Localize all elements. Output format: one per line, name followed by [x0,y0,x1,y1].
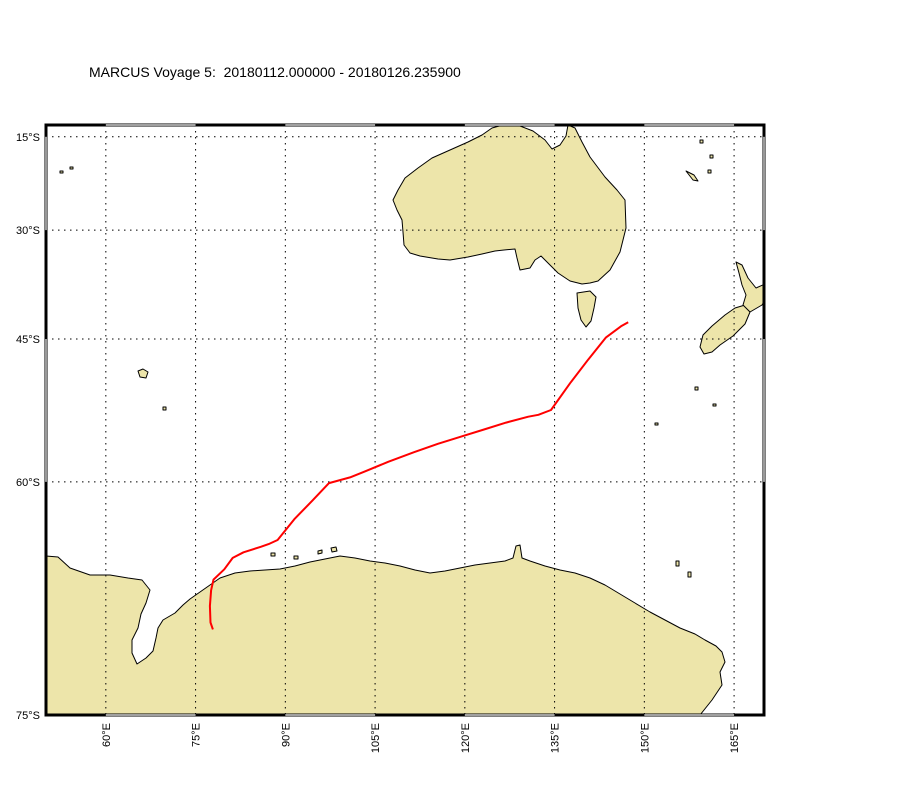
tick-labels: 15°S 30°S 45°S 60°S 75°S 60°E 75°E 90°E 105°E 120… [16,132,741,753]
latitude-tick-label: 15°S [16,132,40,144]
latitude-tick-label: 60°S [16,477,40,489]
longitude-tick-label: 120°E [460,723,472,753]
small-island [162,406,167,411]
antarctica-landmass [46,544,726,715]
map-title: MARCUS Voyage 5: 20180112.000000 - 20180… [89,64,461,80]
longitude-tick-label: 135°E [550,723,562,753]
australia-landmass [392,125,627,285]
small-island [675,560,680,567]
small-island [317,549,323,555]
kerguelen-island [137,368,149,379]
longitude-tick-label: 60°E [101,723,113,747]
small-island [69,166,74,170]
voyage-track-line [208,321,629,630]
small-island [270,552,276,557]
small-island [685,170,699,182]
longitude-tick-label: 90°E [280,723,292,747]
latitude-tick-label: 30°S [16,225,40,237]
longitude-tick-label: 105°E [370,723,382,753]
small-island [709,154,714,159]
graticule [46,125,764,715]
new-zealand-north-island [735,261,764,313]
latitude-tick-label: 45°S [16,334,40,346]
longitude-tick-label: 150°E [639,723,651,753]
tasmania-landmass [576,290,597,328]
new-zealand-south-island [699,304,751,355]
small-island [694,386,699,391]
longitude-tick-label: 165°E [729,723,741,753]
small-island [59,170,64,174]
small-island [330,546,338,553]
land-layer [46,125,764,715]
small-island [712,403,717,407]
small-island [699,139,704,144]
small-island [687,571,692,578]
small-island [293,555,299,560]
small-island [707,169,712,174]
small-island [654,422,659,426]
map-frame [44,123,766,717]
latitude-tick-label: 75°S [16,710,40,722]
longitude-tick-label: 75°E [191,723,203,747]
